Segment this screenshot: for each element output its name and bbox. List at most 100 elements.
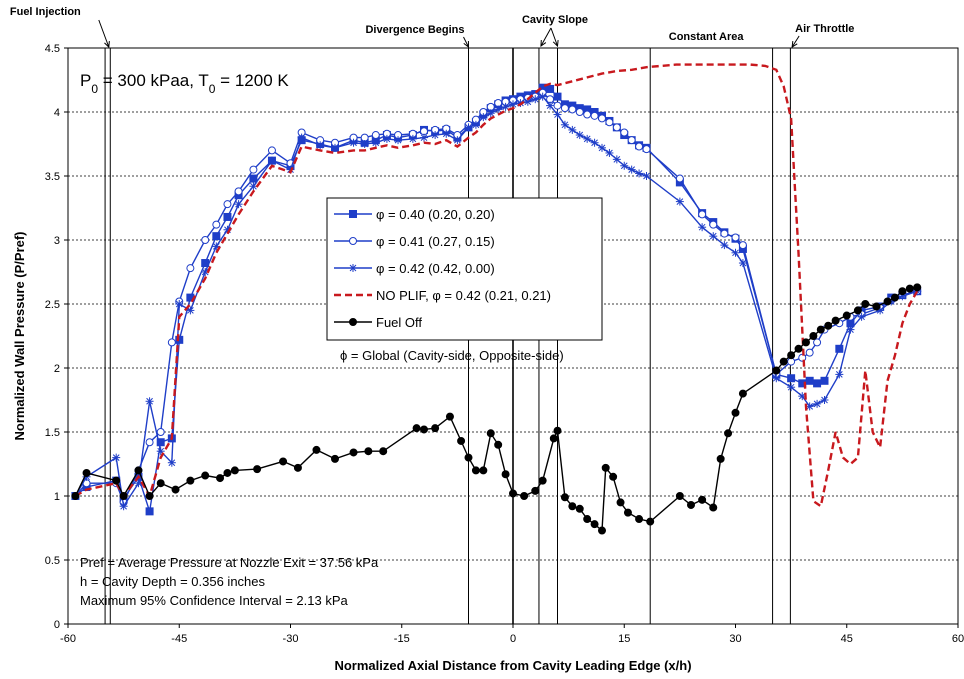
data-point [646,517,655,526]
data-point [813,379,822,388]
data-point [234,187,243,196]
data-point [590,111,599,120]
axis-ticks: 0 0.5 1 1.5 2 2.5 3 3.5 4 4.5 -60 -45 -30 -15 0 15 30 45 6… [45,43,964,645]
data-point [145,397,154,406]
data-point [583,134,592,143]
data-point [546,101,555,110]
data-point [598,143,606,152]
data-point [820,376,829,385]
y-tick-label: 1.5 [45,427,60,439]
data-point [553,101,562,110]
data-point [216,474,225,483]
data-point [212,232,221,241]
data-point [431,424,440,433]
data-point [716,454,725,463]
data-point [331,143,339,152]
data-point [601,463,610,472]
note-line: h = Cavity Depth = 0.356 inches [80,574,266,589]
data-point [583,110,592,119]
data-point [568,125,577,134]
data-point [420,425,428,434]
data-point [635,515,644,524]
data-point [408,134,417,143]
data-point [531,95,540,104]
data-point [486,429,495,438]
data-point [816,325,825,334]
data-point [738,241,747,250]
data-point [371,138,380,147]
data-point [598,114,606,123]
data-point [312,445,321,454]
data-point [698,223,707,232]
x-axis-title: Normalized Axial Distance from Cavity Le… [334,658,691,673]
data-point [709,503,718,512]
data-point [642,172,651,180]
data-point [675,174,684,183]
arrow-head [552,39,559,48]
data-point [801,338,810,347]
data-point [479,466,488,475]
series-line [74,286,918,533]
annotation-arrow [540,27,552,47]
data-point [145,438,154,447]
data-point [349,210,357,218]
data-point [590,520,599,529]
data-point [167,458,176,467]
data-point [223,468,232,477]
data-point [905,284,914,293]
data-point [575,108,584,116]
data-point [835,370,844,379]
data-point [379,447,388,456]
data-point [431,131,440,140]
data-point [186,264,195,273]
data-point [913,283,922,292]
arrow-head [791,40,798,48]
data-point [553,110,562,119]
data-point [698,495,707,504]
y-tick-label: 3 [54,235,60,247]
data-point [349,138,358,147]
data-point [156,479,165,488]
data-point [809,332,818,340]
data-point [560,120,569,129]
notes-block: Pref = Average Pressure at Nozzle Exit =… [80,555,379,608]
reference-lines [104,48,791,624]
data-point [267,156,276,165]
data-point [824,321,833,330]
data-point [687,500,695,509]
data-point [575,131,584,140]
data-point [145,492,154,500]
data-point [627,165,636,174]
data-point [546,84,555,93]
legend-label: φ = 0.40 (0.20, 0.20) [376,207,495,222]
data-point [709,220,718,229]
data-point [731,408,740,417]
data-point [794,344,803,353]
x-tick-label: -15 [394,633,410,645]
legend-note: ϕ = Global (Cavity-side, Opposite-side) [340,348,564,363]
data-point [382,134,391,143]
data-point [720,241,729,250]
data-point [575,504,584,513]
data-point [279,457,288,466]
data-point [724,429,733,438]
data-point [349,448,358,457]
y-tick-label: 2.5 [45,299,60,311]
x-tick-label: -60 [60,633,76,645]
data-point [464,123,473,132]
data-point [813,338,822,347]
data-point [731,248,740,257]
arrow-head [104,40,110,49]
data-point [249,165,258,174]
data-point [119,492,128,500]
legend-label: φ = 0.42 (0.42, 0.00) [376,261,495,276]
data-point [134,466,143,475]
y-tick-label: 2 [54,363,60,375]
data-point [494,105,503,114]
data-point [119,502,128,511]
data-point [445,412,454,421]
data-point [479,113,488,122]
data-point [609,472,618,481]
data-point [509,489,517,498]
